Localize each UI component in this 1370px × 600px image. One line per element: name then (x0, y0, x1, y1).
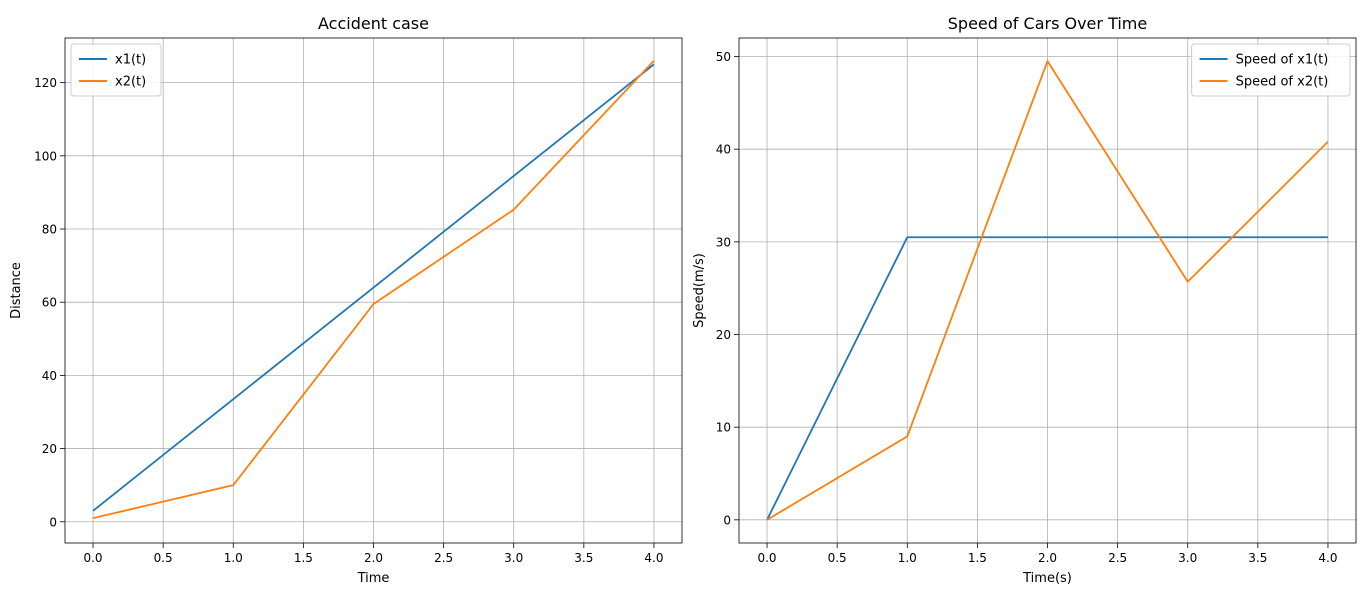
y-tick-label: 100 (34, 149, 57, 163)
x-tick-label: 4.0 (1318, 551, 1337, 565)
x-tick-label: 2.0 (1038, 551, 1057, 565)
x-tick-label: 1.5 (968, 551, 987, 565)
x-axis-label: Time (357, 571, 390, 586)
chart-speed-of-cars: Speed of Cars Over Time 0.0 0.5 1.0 1.5 2.0 2… (692, 14, 1357, 586)
x-tick-label: 0.0 (83, 551, 102, 565)
x-tick-label: 2.0 (364, 551, 383, 565)
x-tick-label: 3.0 (504, 551, 523, 565)
x-tick-label: 2.5 (434, 551, 453, 565)
x-tick-label: 2.5 (1108, 551, 1127, 565)
x-tick-label: 4.0 (644, 551, 663, 565)
x-tick-label: 3.0 (1178, 551, 1197, 565)
y-tick-label: 10 (716, 421, 731, 435)
y-tick-label: 30 (716, 235, 731, 249)
series-layer (766, 60, 1329, 521)
x-tick-label: 3.5 (574, 551, 593, 565)
x-tick-label: 0.5 (828, 551, 847, 565)
y-tick-label: 40 (716, 143, 731, 157)
legend: Speed of x1(t) Speed of x2(t) (1191, 43, 1351, 97)
y-axis-label: Distance (9, 262, 24, 319)
grid (65, 38, 682, 543)
legend-label: x2(t) (115, 75, 146, 90)
y-tick-label: 80 (42, 223, 57, 237)
chart-title: Speed of Cars Over Time (948, 14, 1147, 33)
x-axis: 0.0 0.5 1.0 1.5 2.0 2.5 3.0 3.5 4.0 (83, 543, 664, 565)
legend-label: Speed of x1(t) (1236, 53, 1329, 68)
x-axis: 0.0 0.5 1.0 1.5 2.0 2.5 3.0 3.5 4.0 (757, 543, 1338, 565)
x-axis-label: Time(s) (1022, 571, 1072, 586)
legend-box (1191, 43, 1351, 97)
y-tick-label: 0 (49, 515, 57, 529)
y-tick-label: 20 (42, 442, 57, 456)
series-layer (92, 60, 655, 519)
x-tick-label: 1.0 (224, 551, 243, 565)
y-axis-label: Speed(m/s) (692, 253, 707, 328)
chart-accident-case: Accident case 0.0 0.5 1.0 1.5 2.0 2.5 3.0 3.5 4.… (9, 14, 683, 586)
grid (739, 38, 1356, 543)
x-tick-label: 1.0 (898, 551, 917, 565)
y-tick-label: 60 (42, 296, 57, 310)
legend-label: x1(t) (115, 53, 146, 68)
y-axis: 0 10 20 30 40 50 (716, 50, 739, 527)
y-axis: 0 20 40 60 80 100 120 (34, 76, 65, 529)
legend-box (70, 43, 162, 97)
chart-title: Accident case (318, 14, 429, 33)
y-tick-label: 120 (34, 76, 57, 90)
legend-label: Speed of x2(t) (1236, 75, 1329, 90)
y-tick-label: 20 (716, 328, 731, 342)
y-tick-label: 50 (716, 50, 731, 64)
y-tick-label: 0 (723, 513, 731, 527)
x-tick-label: 0.0 (757, 551, 776, 565)
y-tick-label: 40 (42, 369, 57, 383)
x-tick-label: 0.5 (154, 551, 173, 565)
x-tick-label: 1.5 (294, 551, 313, 565)
legend: x1(t) x2(t) (70, 43, 162, 97)
x-tick-label: 3.5 (1248, 551, 1267, 565)
